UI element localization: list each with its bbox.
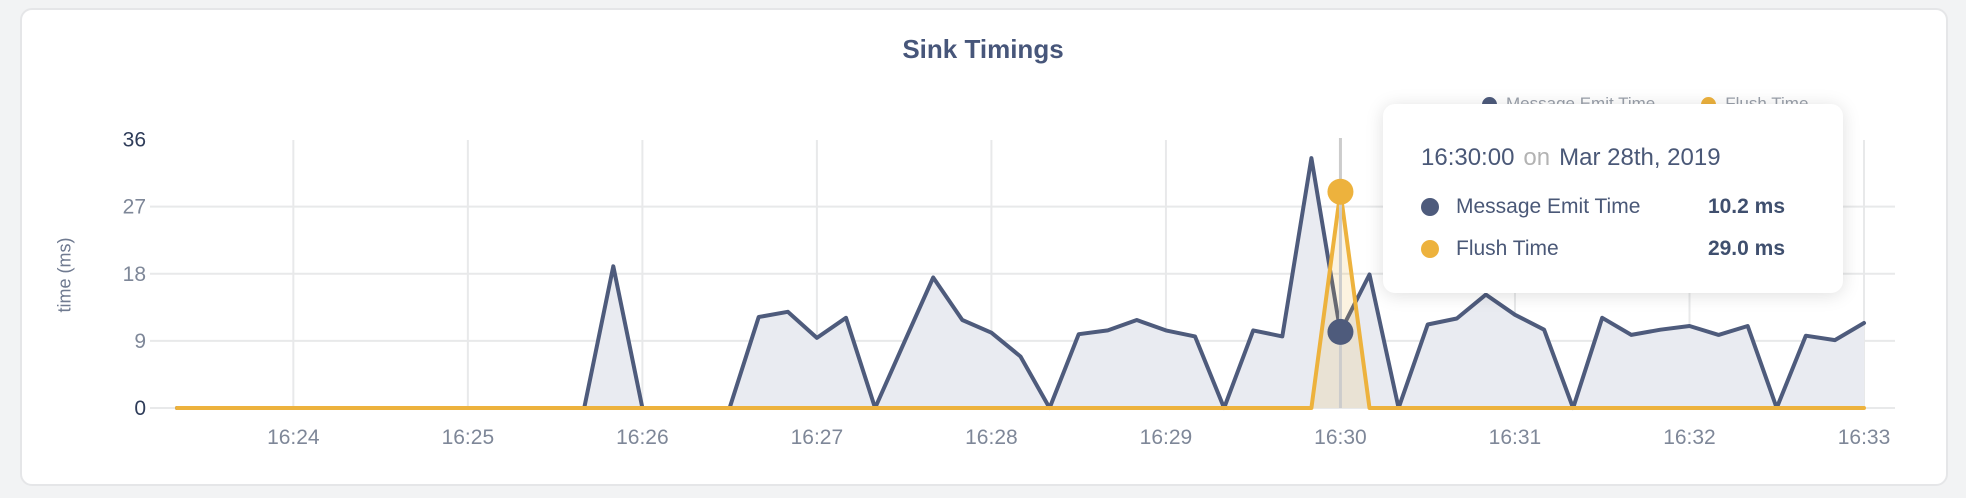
- tooltip-dot-message-emit-icon: [1421, 198, 1439, 216]
- y-tick-label: 27: [123, 196, 146, 219]
- tooltip-row-flush: Flush Time 29.0 ms: [1421, 228, 1785, 270]
- tooltip-value-message-emit: 10.2 ms: [1707, 195, 1785, 218]
- tooltip-title: 16:30:00 on Mar 28th, 2019: [1421, 142, 1785, 174]
- x-tick-label: 16:31: [1489, 426, 1542, 449]
- x-tick-label: 16:33: [1838, 426, 1891, 449]
- hover-marker-1: [1327, 178, 1354, 205]
- y-tick-label: 36: [123, 129, 146, 152]
- tooltip-time: 16:30:00: [1421, 144, 1515, 171]
- tooltip-date: Mar 28th, 2019: [1559, 144, 1721, 171]
- chart-tooltip: 16:30:00 on Mar 28th, 2019 Message Emit Ti…: [1383, 104, 1843, 293]
- y-tick-label: 9: [134, 330, 146, 353]
- x-tick-label: 16:32: [1663, 426, 1716, 449]
- x-tick-label: 16:26: [616, 426, 669, 449]
- tooltip-row-message-emit: Message Emit Time 10.2 ms: [1421, 186, 1785, 228]
- series-line-1: [175, 189, 1866, 410]
- x-tick-label: 16:25: [442, 426, 495, 449]
- x-tick-label: 16:28: [965, 426, 1018, 449]
- tooltip-dot-flush-icon: [1421, 240, 1439, 258]
- x-tick-label: 16:24: [267, 426, 320, 449]
- y-tick-label: 18: [123, 263, 146, 286]
- tooltip-value-flush: 29.0 ms: [1707, 237, 1785, 260]
- hover-marker-0: [1327, 318, 1354, 345]
- x-tick-label: 16:29: [1140, 426, 1193, 449]
- chart-title: Sink Timings: [902, 34, 1064, 64]
- x-tick-label: 16:30: [1314, 426, 1367, 449]
- tooltip-separator: on: [1523, 144, 1551, 171]
- tooltip-label-flush: Flush Time: [1456, 237, 1559, 260]
- tooltip-label-message-emit: Message Emit Time: [1456, 195, 1641, 218]
- y-tick-label: 0: [134, 397, 146, 420]
- x-tick-label: 16:27: [791, 426, 844, 449]
